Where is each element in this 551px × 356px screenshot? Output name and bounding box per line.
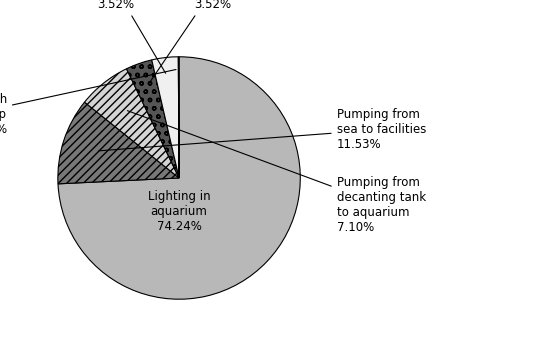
Wedge shape [127, 60, 179, 178]
Wedge shape [58, 102, 179, 184]
Text: Purification
with HPLC
3.52%: Purification with HPLC 3.52% [148, 0, 246, 84]
Text: Compounds
trapping
3.52%: Compounds trapping 3.52% [81, 0, 166, 73]
Wedge shape [58, 57, 300, 299]
Wedge shape [84, 69, 179, 178]
Wedge shape [152, 57, 179, 178]
Text: Pumping from
sea to facilities
11.53%: Pumping from sea to facilities 11.53% [99, 108, 426, 151]
Text: Lighting in
aquarium
74.24%: Lighting in aquarium 74.24% [148, 190, 210, 234]
Text: Pumping from
decanting tank
to aquarium
7.10%: Pumping from decanting tank to aquarium … [127, 111, 426, 234]
Text: Filtration with
pump
0.10%: Filtration with pump 0.10% [0, 69, 176, 136]
